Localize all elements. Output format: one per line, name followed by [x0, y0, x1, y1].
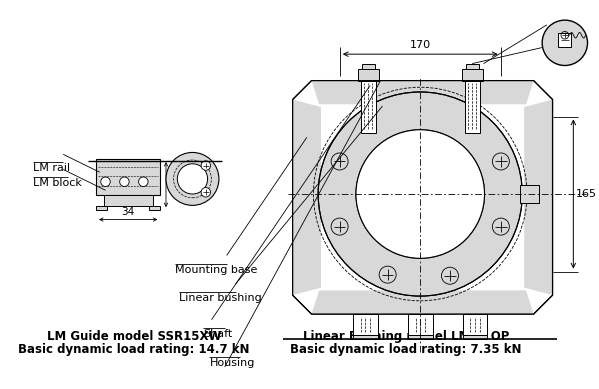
Circle shape — [120, 177, 129, 186]
Bar — [353, 314, 378, 335]
Bar — [353, 335, 378, 339]
Circle shape — [201, 187, 211, 197]
Text: Mounting base: Mounting base — [174, 265, 257, 275]
Circle shape — [492, 218, 509, 235]
Text: 34: 34 — [122, 207, 135, 217]
Polygon shape — [293, 81, 552, 314]
Bar — [96, 159, 161, 195]
Circle shape — [331, 153, 348, 170]
Text: Linear bushing: Linear bushing — [179, 293, 262, 303]
Bar — [558, 33, 571, 47]
Polygon shape — [311, 81, 534, 104]
Polygon shape — [524, 100, 552, 295]
Bar — [463, 314, 488, 335]
Wedge shape — [318, 92, 522, 296]
Circle shape — [331, 218, 348, 235]
Bar — [462, 69, 483, 81]
Bar — [264, 80, 557, 314]
Circle shape — [101, 177, 110, 186]
Text: LM Guide model SSR15XW: LM Guide model SSR15XW — [47, 330, 221, 343]
Bar — [362, 64, 375, 69]
Bar — [361, 81, 376, 133]
Circle shape — [138, 177, 148, 186]
Text: 170: 170 — [410, 40, 431, 50]
Polygon shape — [293, 100, 321, 295]
Text: Basic dynamic load rating: 14.7 kN: Basic dynamic load rating: 14.7 kN — [18, 343, 250, 356]
Circle shape — [492, 153, 509, 170]
Text: LM rail: LM rail — [33, 163, 70, 173]
Text: 24: 24 — [169, 180, 182, 189]
Text: LM block: LM block — [33, 178, 81, 188]
Circle shape — [356, 130, 485, 258]
Bar — [104, 195, 153, 206]
Circle shape — [441, 267, 458, 284]
Bar — [465, 64, 479, 69]
Circle shape — [379, 266, 396, 283]
Bar — [358, 69, 379, 81]
Bar — [96, 206, 107, 210]
Text: Shaft: Shaft — [203, 329, 232, 339]
Text: Housing: Housing — [210, 357, 255, 368]
Circle shape — [542, 20, 588, 65]
Text: Basic dynamic load rating: 7.35 kN: Basic dynamic load rating: 7.35 kN — [291, 343, 522, 356]
Polygon shape — [311, 291, 534, 314]
Text: Linear Bushing model LM80 OP: Linear Bushing model LM80 OP — [303, 330, 509, 343]
Polygon shape — [521, 184, 539, 203]
Circle shape — [166, 152, 219, 205]
Bar — [463, 335, 488, 339]
Circle shape — [201, 161, 211, 170]
Bar — [408, 335, 432, 339]
Bar — [408, 314, 432, 335]
Circle shape — [177, 164, 208, 194]
Text: 165: 165 — [576, 189, 597, 199]
Bar — [465, 81, 480, 133]
Bar — [149, 206, 161, 210]
